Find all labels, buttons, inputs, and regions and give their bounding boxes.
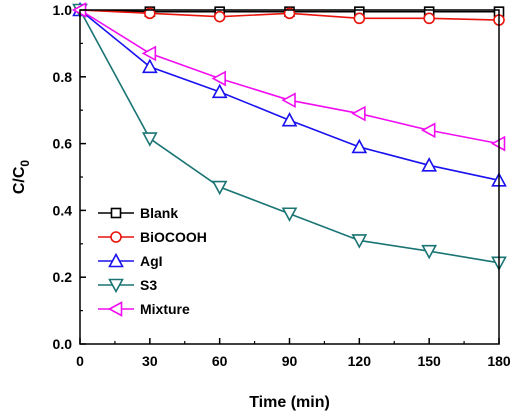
series-line-s3 [79, 9, 500, 264]
y-tick-label: 1.0 [53, 2, 73, 18]
legend-marker-s3 [108, 278, 124, 294]
y-axis-title-main: C/C [11, 166, 28, 194]
y-tick-label: 0.2 [53, 269, 73, 285]
data-point-biocooh [213, 10, 226, 23]
plot-series-layer [71, 1, 507, 272]
data-point-mixture [281, 92, 296, 109]
data-point-s3 [211, 180, 228, 196]
x-axis-title: Time (min) [249, 394, 330, 411]
legend-label-biocooh: BiOCOOH [140, 229, 207, 245]
data-point-s3 [351, 234, 368, 249]
legend-marker-agi [108, 252, 124, 268]
legend-item-s3: S3 [98, 277, 157, 294]
series-line-agi [79, 9, 500, 182]
data-point-biocooh [144, 7, 156, 20]
data-point-agi [421, 157, 438, 172]
series-agi [72, 1, 507, 187]
y-tick-label: 0.6 [53, 136, 73, 152]
series-mixture [71, 2, 506, 152]
data-point-s3 [421, 244, 438, 260]
legend-marker-biocooh [110, 231, 122, 243]
series-biocooh [74, 4, 505, 26]
x-tick-label: 90 [282, 353, 298, 369]
data-point-s3 [141, 132, 158, 147]
legend-marker-mixture [107, 301, 123, 317]
legend-label-s3: S3 [140, 277, 157, 293]
legend-item-agi: AgI [98, 252, 163, 269]
y-axis-title: C/C0 [11, 160, 32, 195]
axes-layer: 0 30 60 90 120 150 180 0.0 0.2 0.4 0.6 0.8 1.0 [53, 2, 511, 369]
data-point-biocooh [283, 7, 296, 20]
data-point-agi [351, 138, 368, 154]
data-point-mixture [141, 45, 157, 62]
data-point-biocooh [353, 12, 366, 25]
x-tick-label: 120 [348, 353, 372, 369]
legend: Blank BiOCOOH AgI S3 Mixture [98, 205, 207, 317]
legend-item-blank: Blank [98, 205, 178, 221]
data-point-mixture [420, 122, 436, 139]
x-tick-label: 60 [212, 353, 228, 369]
data-point-s3 [281, 207, 298, 222]
legend-label-blank: Blank [140, 205, 178, 221]
legend-item-biocooh: BiOCOOH [98, 229, 207, 245]
legend-label-mixture: Mixture [140, 301, 190, 317]
x-tick-label: 30 [142, 353, 158, 369]
data-point-mixture [211, 70, 226, 87]
data-point-agi [211, 83, 228, 99]
y-axis-title-subscript: 0 [18, 160, 32, 167]
data-point-biocooh [423, 12, 435, 25]
data-point-agi [141, 58, 158, 74]
legend-item-mixture: Mixture [98, 301, 190, 317]
x-tick-label: 180 [487, 353, 511, 369]
data-point-mixture [351, 105, 366, 122]
y-tick-label: 0.4 [53, 202, 73, 218]
y-tick-label: 0.0 [53, 336, 73, 352]
series-s3 [72, 3, 507, 272]
x-tick-label: 150 [417, 353, 441, 369]
y-tick-label: 0.8 [53, 69, 73, 85]
legend-label-agi: AgI [140, 253, 163, 269]
x-tick-label: 0 [76, 353, 84, 369]
legend-marker-blank [110, 207, 122, 219]
data-point-agi [281, 112, 298, 127]
